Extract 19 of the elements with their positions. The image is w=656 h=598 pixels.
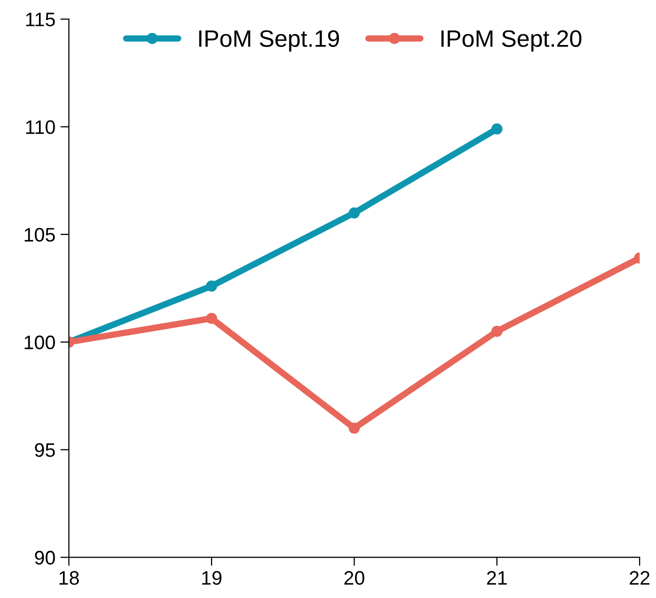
x-tick-label: 19: [202, 571, 222, 585]
y-tick-label: 115: [26, 12, 55, 26]
point: [348, 422, 360, 434]
x-tick-label: 22: [630, 571, 650, 585]
point: [206, 312, 218, 324]
y-tick-label: 90: [34, 550, 55, 565]
point: [206, 280, 218, 292]
legend-label: IPoM Sept.20: [441, 30, 582, 52]
point: [491, 123, 502, 134]
y-tick-label: 110: [26, 120, 55, 134]
y-tick-label: 95: [34, 443, 55, 457]
x-tick-label: 21: [487, 571, 507, 585]
y-tick-label: 100: [24, 336, 55, 350]
point: [348, 207, 360, 218]
y-tick-label: 105: [24, 228, 55, 242]
x-tick-label: 20: [344, 571, 364, 585]
x-tick-label: 18: [60, 571, 79, 585]
legend-label: IPoM Sept.19: [199, 30, 339, 52]
point: [491, 326, 502, 337]
